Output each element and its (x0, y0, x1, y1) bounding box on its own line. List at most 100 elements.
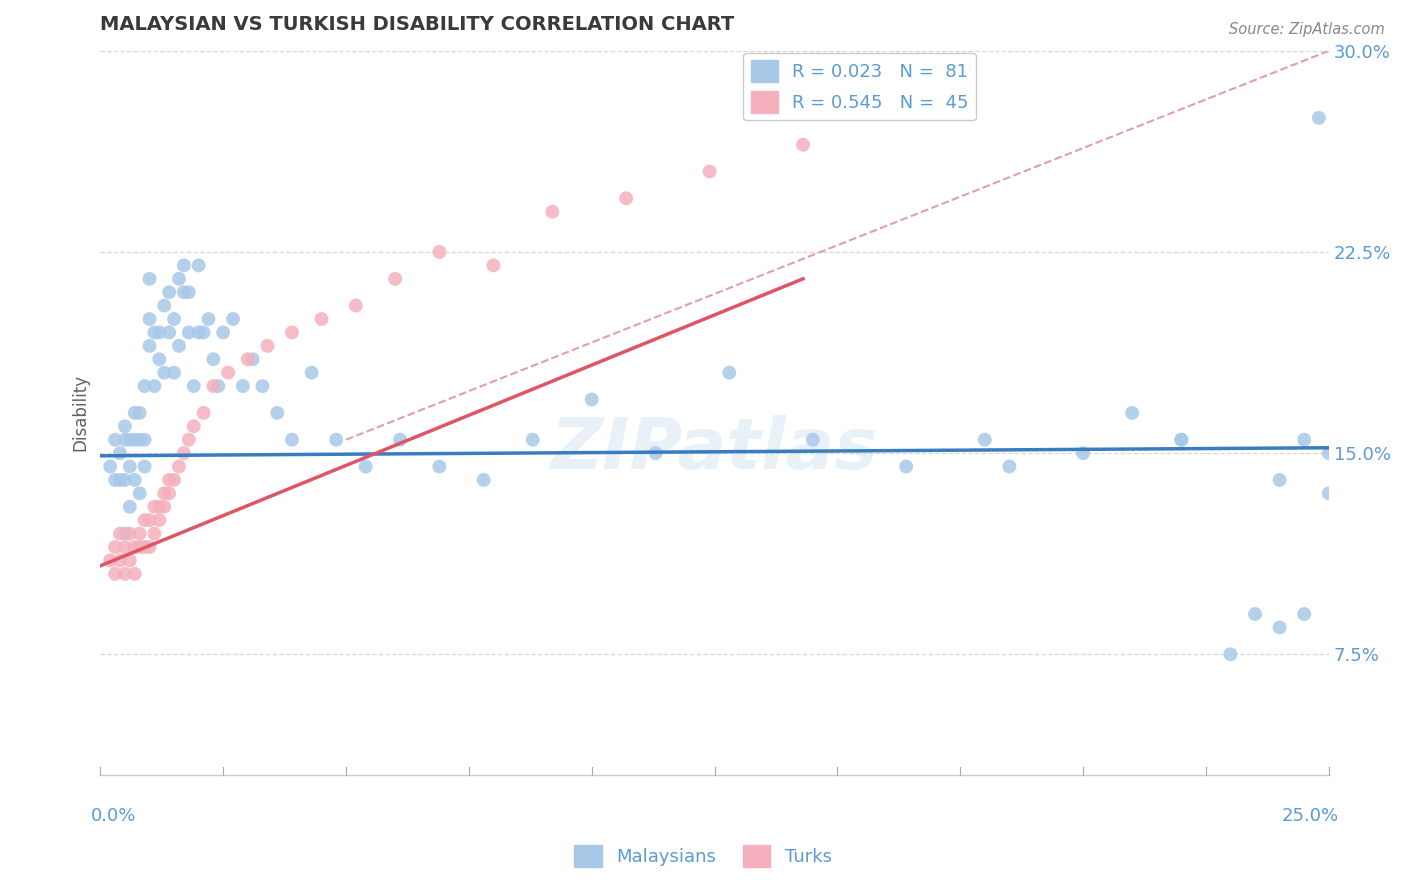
Point (134, 379, 156, 393)
Point (128, 486, 150, 500)
Point (614, 191, 637, 205)
Point (108, 473, 131, 487)
Point (1268, 473, 1291, 487)
Point (187, 259, 209, 273)
Point (193, 326, 215, 340)
Point (429, 244, 451, 259)
Point (301, 366, 323, 380)
Point (153, 299, 176, 313)
Point (232, 379, 254, 393)
Point (266, 406, 288, 420)
Point (124, 540, 146, 554)
Point (153, 366, 176, 380)
Point (104, 540, 127, 554)
Point (157, 285, 180, 300)
Text: ZIPatlas: ZIPatlas (551, 415, 879, 483)
Point (114, 526, 136, 541)
Point (644, 446, 666, 460)
Point (138, 312, 160, 326)
Point (187, 326, 209, 340)
Point (1071, 446, 1094, 460)
Point (134, 513, 156, 527)
Point (143, 379, 166, 393)
Point (143, 500, 166, 514)
Point (354, 459, 377, 474)
Point (148, 352, 170, 367)
Point (183, 379, 205, 393)
Point (998, 459, 1021, 474)
Point (114, 540, 136, 554)
Point (177, 285, 200, 300)
Text: MALAYSIAN VS TURKISH DISABILITY CORRELATION CHART: MALAYSIAN VS TURKISH DISABILITY CORRELAT… (100, 15, 734, 34)
Point (163, 312, 186, 326)
Point (157, 486, 180, 500)
Point (167, 459, 190, 474)
Point (193, 406, 215, 420)
Point (167, 272, 190, 286)
Point (153, 500, 176, 514)
Point (222, 312, 245, 326)
Point (212, 326, 235, 340)
Point (157, 326, 180, 340)
Point (311, 312, 333, 326)
Point (138, 339, 160, 353)
Point (1244, 607, 1267, 621)
Point (153, 486, 176, 500)
Point (177, 326, 200, 340)
Point (128, 433, 150, 447)
Point (973, 433, 995, 447)
Point (104, 566, 127, 581)
Point (1170, 433, 1192, 447)
Point (1317, 486, 1340, 500)
Point (138, 272, 160, 286)
Point (98, 459, 121, 474)
Point (1294, 607, 1316, 621)
Point (183, 419, 205, 434)
Text: 25.0%: 25.0% (1281, 807, 1339, 825)
Point (143, 526, 166, 541)
Point (482, 259, 505, 273)
Point (325, 433, 347, 447)
Point (202, 379, 225, 393)
Point (236, 352, 259, 367)
Point (173, 446, 195, 460)
Point (197, 312, 219, 326)
Text: Source: ZipAtlas.com: Source: ZipAtlas.com (1229, 22, 1385, 37)
Point (138, 513, 160, 527)
Legend: Malaysians, Turks: Malaysians, Turks (567, 838, 839, 874)
Point (148, 326, 170, 340)
Point (522, 433, 544, 447)
Point (157, 473, 180, 487)
Point (148, 513, 170, 527)
Point (217, 366, 239, 380)
Point (163, 473, 186, 487)
Point (98, 553, 121, 567)
Point (541, 204, 564, 219)
Point (104, 473, 127, 487)
Point (173, 259, 195, 273)
Point (134, 459, 156, 474)
Point (1121, 406, 1143, 420)
Point (138, 540, 160, 554)
Point (173, 285, 195, 300)
Point (128, 540, 150, 554)
Point (1317, 446, 1340, 460)
Point (124, 473, 146, 487)
Point (177, 433, 200, 447)
Text: 0.0%: 0.0% (90, 807, 136, 825)
Point (104, 433, 127, 447)
Point (1170, 433, 1192, 447)
Point (108, 526, 131, 541)
Point (118, 459, 141, 474)
Point (581, 392, 603, 407)
Point (118, 500, 141, 514)
Point (242, 352, 264, 367)
Point (472, 473, 495, 487)
Point (256, 339, 278, 353)
Point (344, 299, 367, 313)
Point (429, 459, 451, 474)
Point (118, 433, 141, 447)
Y-axis label: Disability: Disability (72, 375, 89, 451)
Point (163, 366, 186, 380)
Point (207, 379, 229, 393)
